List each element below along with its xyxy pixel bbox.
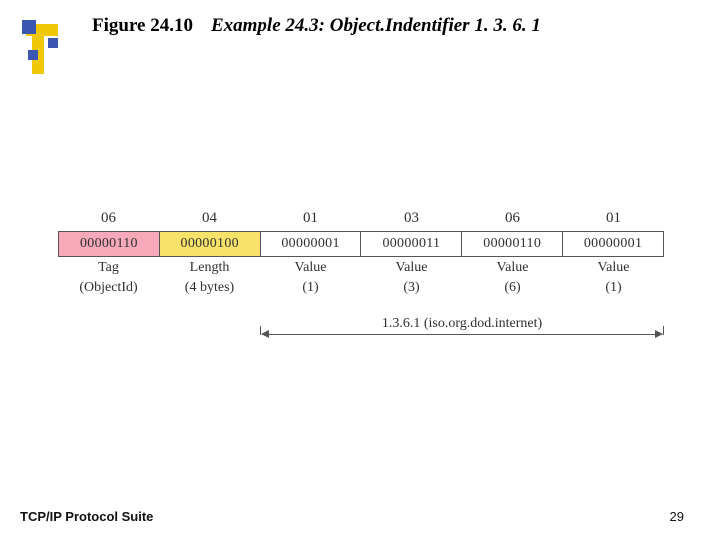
figure-title: Figure 24.10 Example 24.3: Object.Indent… <box>92 15 541 37</box>
hex-cell: 01 <box>563 210 664 231</box>
hex-row: 060401030601 <box>58 210 664 231</box>
field-sublabel: (1) <box>260 277 361 297</box>
field-sublabel: (6) <box>462 277 563 297</box>
bin-cell: 00000001 <box>261 231 362 257</box>
field-label: Value <box>462 257 563 277</box>
bin-cell: 00000001 <box>563 231 664 257</box>
field-label: Value <box>260 257 361 277</box>
hex-cell: 04 <box>159 210 260 231</box>
slide-bullet-decor <box>22 20 70 80</box>
hex-cell: 06 <box>58 210 159 231</box>
bin-cell: 00000011 <box>361 231 462 257</box>
field-sublabel: (1) <box>563 277 664 297</box>
field-sublabel: (4 bytes) <box>159 277 260 297</box>
label-row-1: TagLengthValueValueValueValue <box>58 257 664 277</box>
oid-encoding-diagram: 060401030601 000001100000010000000001000… <box>58 210 664 352</box>
footer-page-number: 29 <box>670 509 684 524</box>
footer-source: TCP/IP Protocol Suite <box>20 509 153 524</box>
field-label: Length <box>159 257 260 277</box>
label-row-2: (ObjectId)(4 bytes)(1)(3)(6)(1) <box>58 277 664 297</box>
hex-cell: 03 <box>361 210 462 231</box>
value-span-bracket: 1.3.6.1 (iso.org.dod.internet) <box>58 324 664 352</box>
bin-cell: 00000110 <box>58 231 160 257</box>
field-sublabel: (3) <box>361 277 462 297</box>
field-label: Tag <box>58 257 159 277</box>
field-label: Value <box>361 257 462 277</box>
figure-caption: Example 24.3: Object.Indentifier 1. 3. 6… <box>211 15 541 37</box>
field-sublabel: (ObjectId) <box>58 277 159 297</box>
value-span-label: 1.3.6.1 (iso.org.dod.internet) <box>376 316 548 332</box>
hex-cell: 06 <box>462 210 563 231</box>
field-label: Value <box>563 257 664 277</box>
binary-row: 0000011000000100000000010000001100000110… <box>58 231 664 257</box>
hex-cell: 01 <box>260 210 361 231</box>
figure-number: Figure 24.10 <box>92 15 193 37</box>
bin-cell: 00000110 <box>462 231 563 257</box>
bin-cell: 00000100 <box>160 231 261 257</box>
